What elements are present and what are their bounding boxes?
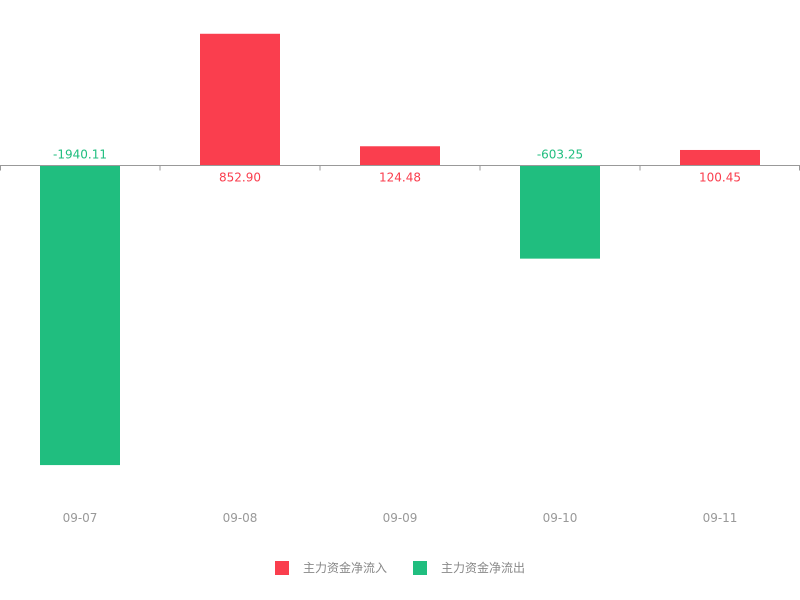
legend-swatch-outflow (413, 560, 427, 575)
legend-item-outflow[interactable]: 主力资金净流出 (413, 559, 525, 576)
bar-09-10 (520, 165, 600, 259)
x-tick-label-09-11: 09-11 (703, 511, 738, 525)
legend-label-inflow: 主力资金净流入 (302, 561, 387, 575)
value-label-09-08: 852.90 (219, 170, 261, 184)
x-tick-label-09-10: 09-10 (543, 511, 578, 525)
value-label-09-10: -603.25 (537, 147, 583, 161)
bar-09-08 (200, 33, 280, 166)
legend-swatch-inflow (274, 560, 289, 575)
x-tick-label-09-09: 09-09 (383, 511, 418, 525)
bar-09-11 (680, 149, 760, 166)
value-label-09-07: -1940.11 (53, 147, 107, 161)
value-label-09-09: 124.48 (379, 170, 421, 184)
x-tick-label-09-07: 09-07 (63, 511, 98, 525)
legend: 主力资金净流入 主力资金净流出 (0, 559, 800, 576)
legend-label-outflow: 主力资金净流出 (441, 561, 526, 575)
value-label-09-11: 100.45 (699, 170, 741, 184)
legend-item-inflow[interactable]: 主力资金净流入 (274, 559, 387, 576)
bar-09-07 (40, 165, 120, 466)
bar-09-09 (360, 146, 440, 166)
x-tick-label-09-08: 09-08 (223, 511, 258, 525)
